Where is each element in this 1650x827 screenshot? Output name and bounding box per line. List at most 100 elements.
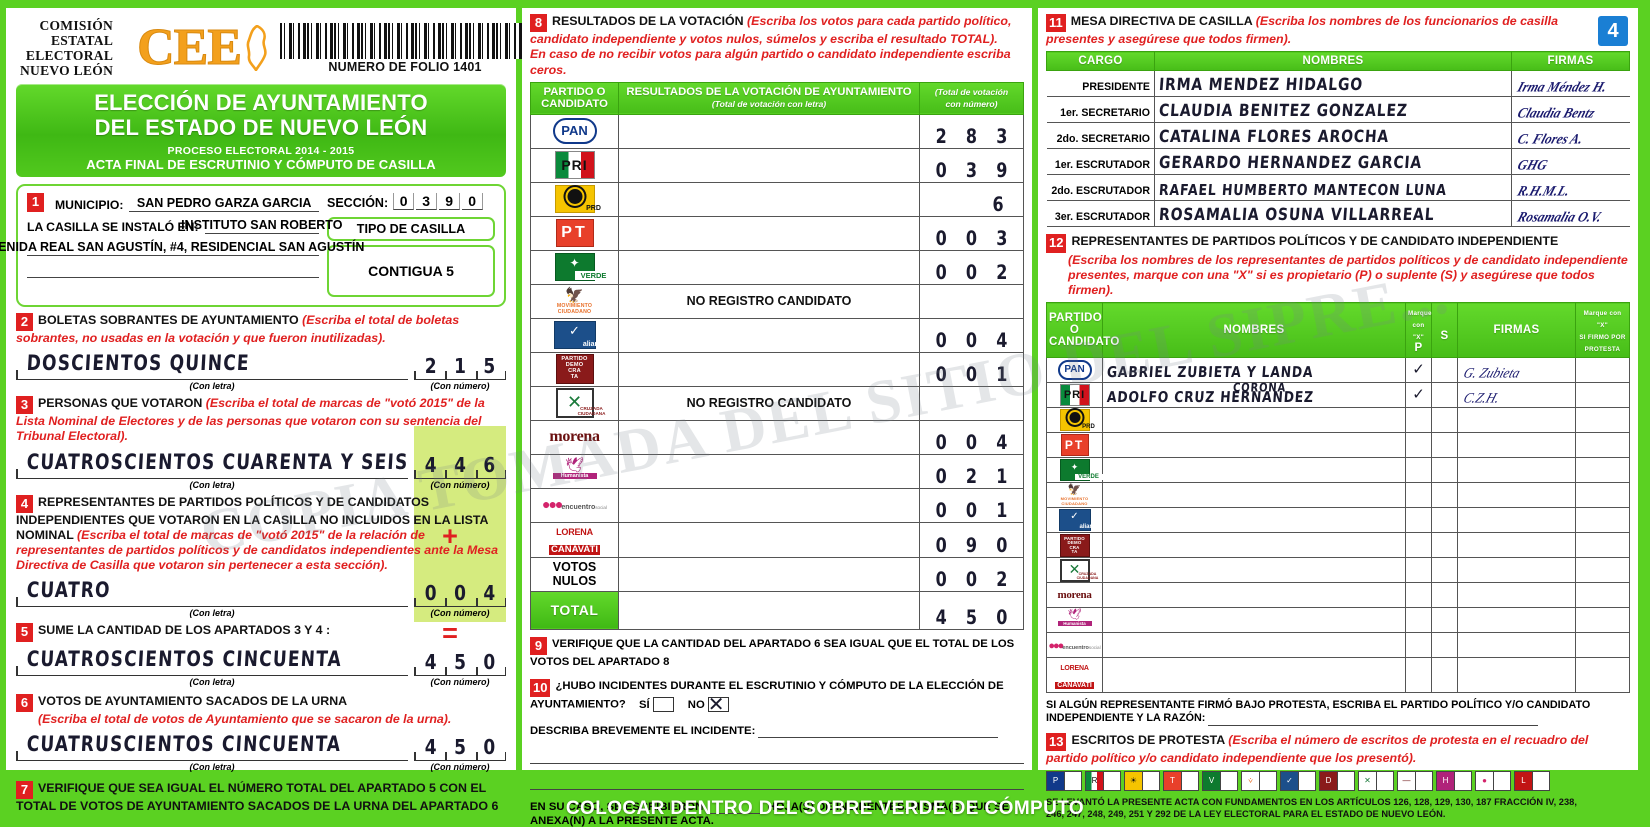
reps-p-cruzada[interactable]: [1405, 557, 1432, 583]
reps-protesta-pan[interactable]: [1575, 357, 1630, 383]
protest-input-prd[interactable]: [1142, 771, 1159, 790]
reps-p-alianza[interactable]: [1405, 507, 1432, 533]
reps-firma-mc[interactable]: [1457, 482, 1576, 508]
reps-p-humanista[interactable]: [1405, 607, 1432, 633]
reps-protesta-verde[interactable]: [1575, 457, 1630, 483]
reps-firma-alianza[interactable]: [1457, 507, 1576, 533]
protest-cell-cruzada[interactable]: ✕: [1358, 770, 1394, 791]
reps-firma-cruzada[interactable]: [1457, 557, 1576, 583]
reps-s-encuentro[interactable]: [1431, 632, 1458, 658]
section-5-letra-input[interactable]: CUATROSCIENTOS CINCUENTA (Con letra): [16, 646, 408, 686]
reps-firma-humanista[interactable]: [1457, 607, 1576, 633]
letra-cell-democrata[interactable]: [618, 351, 920, 387]
num-cell-democrata[interactable]: 0 0 1: [919, 351, 1024, 387]
section-4-numero-input[interactable]: 0 0 4 (Con número): [414, 577, 506, 618]
protest-cell-pri[interactable]: R: [1085, 770, 1121, 791]
mesa-nombre-presidente[interactable]: IRMA MENDEZ HIDALGO: [1154, 70, 1512, 98]
num-cell-alianza[interactable]: 0 0 4: [919, 317, 1024, 353]
protest-cell-pan[interactable]: P: [1046, 770, 1082, 791]
reps-protesta-humanista[interactable]: [1575, 607, 1630, 633]
protest-input-mc[interactable]: [1259, 771, 1276, 790]
reps-nombre-humanista[interactable]: [1102, 607, 1406, 633]
letra-cell-alianza[interactable]: [618, 317, 920, 353]
num-cell-nulos[interactable]: 0 0 2: [919, 556, 1024, 592]
letra-cell-verde[interactable]: [618, 249, 920, 285]
reps-s-alianza[interactable]: [1431, 507, 1458, 533]
reps-firma-encuentro[interactable]: [1457, 632, 1576, 658]
reps-protesta-prd[interactable]: [1575, 407, 1630, 433]
reps-protesta-democrata[interactable]: [1575, 532, 1630, 558]
reps-s-pan[interactable]: [1431, 357, 1458, 383]
reps-p-pri[interactable]: ✓: [1405, 382, 1432, 408]
reps-firma-pt[interactable]: [1457, 432, 1576, 458]
reps-s-morena[interactable]: [1431, 582, 1458, 608]
reps-s-pt[interactable]: [1431, 432, 1458, 458]
reps-nombre-democrata[interactable]: [1102, 532, 1406, 558]
letra-cell-pt[interactable]: [618, 215, 920, 251]
protest-cell-alianza[interactable]: ✓: [1280, 770, 1316, 791]
protest-cell-democrata[interactable]: D: [1319, 770, 1355, 791]
reps-nombre-mc[interactable]: [1102, 482, 1406, 508]
letra-cell-lorena[interactable]: [618, 521, 920, 558]
describe-input-line-2[interactable]: [530, 746, 1024, 765]
mesa-nombre-1er-escrutador[interactable]: GERARDO HERNANDEZ GARCIA: [1154, 148, 1512, 176]
section-2-numero-input[interactable]: 2 1 5 (Con número): [414, 350, 506, 391]
protest-input-lorena[interactable]: [1532, 771, 1549, 790]
reps-protesta-pri[interactable]: [1575, 382, 1630, 408]
mesa-firma-2do-escrutador[interactable]: R.H.M.L.: [1511, 174, 1630, 202]
reps-nombre-morena[interactable]: [1102, 582, 1406, 608]
num-cell-pt[interactable]: 0 0 3: [919, 215, 1024, 251]
reps-nombre-pri[interactable]: ADOLFO CRUZ HERNANDEZ CORONA: [1102, 382, 1406, 408]
reps-s-prd[interactable]: [1431, 407, 1458, 433]
reps-nombre-cruzada[interactable]: [1102, 557, 1406, 583]
direccion-extra-input[interactable]: [27, 259, 319, 278]
reps-firma-lorena[interactable]: [1457, 657, 1576, 693]
protest-cell-pt[interactable]: T: [1163, 770, 1199, 791]
reps-nombre-alianza[interactable]: [1102, 507, 1406, 533]
protest-cell-lorena[interactable]: L: [1514, 770, 1550, 791]
mesa-firma-3er-escrutador[interactable]: Rosamalia O.V.: [1511, 200, 1630, 228]
reps-p-prd[interactable]: [1405, 407, 1432, 433]
protest-input-pt[interactable]: [1181, 771, 1198, 790]
letra-cell-nulos[interactable]: [618, 556, 920, 592]
letra-cell-encuentro[interactable]: [618, 487, 920, 523]
mesa-firma-presidente[interactable]: Irma Méndez H.: [1511, 70, 1630, 98]
direccion-input[interactable]: AVENIDA REAL SAN AGUSTÍN, #4, RESIDENCIA…: [0, 237, 364, 256]
num-cell-encuentro[interactable]: 0 0 1: [919, 487, 1024, 523]
reps-protesta-mc[interactable]: [1575, 482, 1630, 508]
protest-input-humanista[interactable]: [1454, 771, 1471, 790]
num-cell-verde[interactable]: 0 0 2: [919, 249, 1024, 285]
reps-p-lorena[interactable]: [1405, 657, 1432, 693]
section-6-numero-input[interactable]: 4 5 0 (Con número): [414, 731, 506, 771]
total-num-cell[interactable]: 4 5 0: [919, 590, 1024, 630]
municipio-input[interactable]: SAN PEDRO GARZA GARCIA: [129, 194, 319, 212]
si-checkbox[interactable]: [652, 697, 674, 713]
letra-cell-morena[interactable]: [618, 419, 920, 455]
describe-input-line-3[interactable]: [530, 772, 1024, 791]
reps-nombre-pt[interactable]: [1102, 432, 1406, 458]
num-cell-pri[interactable]: 0 3 9: [919, 147, 1024, 183]
reps-p-pt[interactable]: [1405, 432, 1432, 458]
num-cell-morena[interactable]: 0 0 4: [919, 419, 1024, 455]
reps-p-democrata[interactable]: [1405, 532, 1432, 558]
mesa-nombre-2do-secretario[interactable]: CATALINA FLORES AROCHA: [1154, 122, 1512, 150]
reps-nombre-lorena[interactable]: [1102, 657, 1406, 693]
num-cell-pan[interactable]: 2 8 3: [919, 113, 1024, 149]
letra-cell-pri[interactable]: [618, 147, 920, 183]
reps-p-verde[interactable]: [1405, 457, 1432, 483]
protest-reason-input[interactable]: [1208, 714, 1539, 726]
reps-firma-pri[interactable]: C.Z.H.: [1457, 382, 1576, 408]
mesa-nombre-2do-escrutador[interactable]: RAFAEL HUMBERTO MANTECON LUNA: [1154, 174, 1512, 202]
num-cell-lorena[interactable]: 0 9 0: [919, 521, 1024, 558]
reps-protesta-morena[interactable]: [1575, 582, 1630, 608]
section-3-letra-input[interactable]: CUATROSCIENTOS CUARENTA Y SEIS (Con letr…: [16, 449, 409, 489]
mesa-firma-1er-secretario[interactable]: Claudia Bentz: [1511, 96, 1630, 124]
reps-s-pri[interactable]: [1431, 382, 1458, 408]
letra-cell-humanista[interactable]: [618, 453, 920, 489]
num-cell-mc[interactable]: [919, 283, 1024, 319]
reps-s-cruzada[interactable]: [1431, 557, 1458, 583]
describe-input[interactable]: [758, 726, 999, 739]
reps-protesta-pt[interactable]: [1575, 432, 1630, 458]
protest-input-encuentro[interactable]: [1493, 771, 1510, 790]
mesa-firma-1er-escrutador[interactable]: GHG: [1511, 148, 1630, 176]
